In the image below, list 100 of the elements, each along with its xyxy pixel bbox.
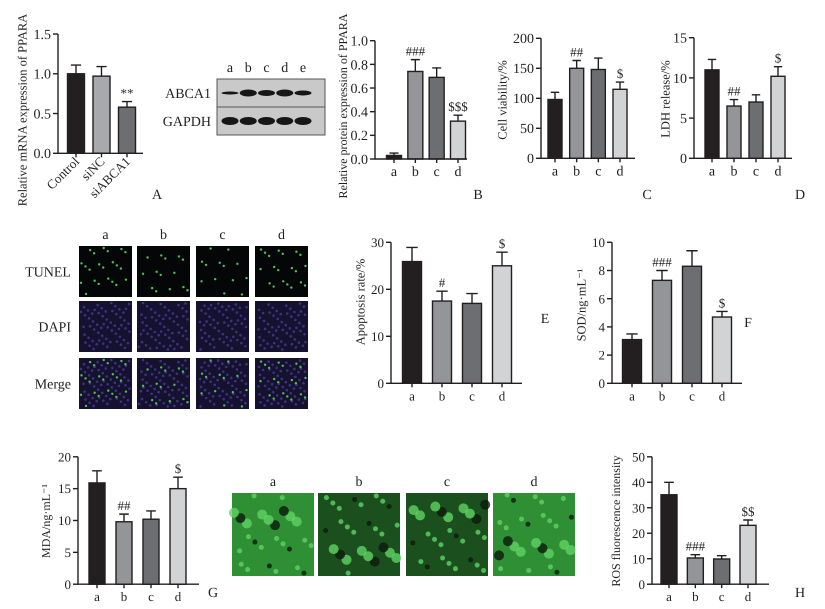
y-tick-label: 10 (592, 234, 605, 250)
y-axis-title: Relative mRNA expression of PPARA (15, 14, 30, 206)
y-tick-label: 0 (638, 576, 645, 592)
x-tick-label: d (498, 388, 506, 404)
x-tick-label: c (718, 589, 725, 604)
annotation: ### (686, 538, 706, 554)
category-label: c (219, 228, 226, 243)
category-label: d (530, 475, 538, 490)
annotation: $ (774, 50, 782, 66)
y-tick-label: 0 (64, 576, 71, 592)
y-tick-label: 0.5 (34, 107, 51, 122)
y-tick-label: 100 (513, 92, 534, 108)
x-tick-label: a (552, 164, 559, 180)
annotation: ### (406, 44, 426, 59)
y-axis-title: Relative protein expression of PPARA (336, 13, 350, 198)
x-tick-label: b (412, 165, 419, 180)
text: C (642, 188, 652, 203)
category-label: ABCA1 (165, 86, 211, 102)
y-tick-label: 0.6 (350, 82, 368, 97)
y-tick-label: 5 (680, 112, 687, 127)
y-tick-label: 0.4 (350, 106, 368, 121)
x-tick-label: a (94, 589, 100, 604)
category-label: c (444, 475, 450, 490)
x-tick-label: c (148, 589, 154, 604)
category-label: d (281, 61, 288, 76)
category-label: b (244, 61, 252, 76)
category-label: b (356, 475, 362, 490)
y-axis-title: ROS fluorescence intensity (609, 455, 624, 587)
category-label: a (226, 61, 234, 76)
x-tick-label: a (409, 388, 416, 404)
y-tick-label: 0.0 (350, 152, 368, 168)
annotation: # (438, 275, 446, 290)
category-label: a (270, 475, 277, 490)
category-label: b (160, 228, 167, 243)
y-axis-title: Apoptosis rate/% (353, 258, 368, 346)
text: F (744, 316, 752, 331)
y-tick-label: 8 (598, 263, 605, 278)
category-label: TUNEL (25, 265, 71, 280)
x-tick-label: d (454, 165, 462, 180)
y-tick-label: 20 (371, 282, 384, 297)
y-tick-label: 200 (513, 32, 534, 48)
y-tick-label: 0 (378, 376, 384, 391)
y-tick-label: 10 (371, 328, 384, 344)
y-tick-label: 1.0 (350, 34, 368, 50)
category-label: e (300, 61, 306, 76)
y-tick-label: 0 (680, 152, 687, 168)
x-tick-label: d (774, 164, 782, 180)
annotation: ** (120, 86, 134, 101)
y-tick-label: 50 (632, 449, 645, 464)
y-tick-label: 10 (58, 513, 71, 528)
y-tick-label: 4 (598, 319, 606, 334)
y-tick-label: 10 (673, 72, 687, 87)
x-tick-label: a (708, 164, 716, 180)
category-label: c (263, 61, 270, 76)
y-tick-label: 1.5 (34, 28, 51, 43)
y-tick-label: 5 (64, 544, 71, 560)
y-tick-label: 15 (58, 481, 71, 496)
annotation: $ (718, 295, 726, 310)
category-label: Merge (34, 377, 71, 392)
category-label: d (278, 228, 285, 243)
y-tick-label: 50 (520, 122, 534, 138)
y-tick-label: 2 (598, 348, 605, 363)
x-tick-label: d (174, 589, 182, 604)
x-tick-label: b (730, 164, 738, 180)
y-tick-label: 0.0 (34, 147, 51, 162)
x-tick-label: b (438, 388, 446, 404)
text: G (208, 586, 218, 601)
x-tick-label: b (692, 589, 699, 604)
y-tick-label: 150 (513, 62, 534, 78)
x-tick-label: d (744, 589, 752, 604)
x-tick-label: b (573, 164, 580, 180)
category-label: a (102, 228, 110, 243)
y-tick-label: 40 (632, 474, 645, 490)
y-tick-label: 1.0 (34, 68, 51, 83)
text: B (473, 188, 483, 203)
x-tick-label: c (434, 165, 440, 180)
annotation: ### (652, 254, 672, 270)
x-tick-label: a (666, 589, 672, 604)
annotation: ## (728, 84, 741, 99)
x-tick-label: a (629, 388, 636, 404)
x-tick-label: a (390, 165, 398, 180)
annotation: ## (570, 44, 584, 60)
y-tick-label: 0 (527, 152, 534, 168)
x-tick-label: b (120, 589, 128, 604)
y-tick-label: 6 (598, 291, 606, 306)
y-tick-label: 30 (632, 500, 645, 516)
y-axis-title: LDH release/% (658, 60, 672, 138)
text: H (794, 586, 806, 601)
y-tick-label: 0 (598, 376, 605, 391)
annotation: $$$ (448, 99, 468, 114)
text: E (540, 312, 550, 327)
y-axis-title: Cell viability/% (495, 60, 510, 140)
text: D (794, 188, 806, 203)
x-tick-label: d (718, 388, 726, 404)
y-tick-label: 10 (632, 551, 645, 566)
y-tick-label: 0.8 (350, 58, 368, 74)
text: A (152, 188, 163, 203)
y-tick-label: 20 (632, 526, 645, 541)
x-tick-label: c (752, 164, 760, 180)
y-axis-title: MDA/ng·mL⁻¹ (39, 484, 54, 558)
